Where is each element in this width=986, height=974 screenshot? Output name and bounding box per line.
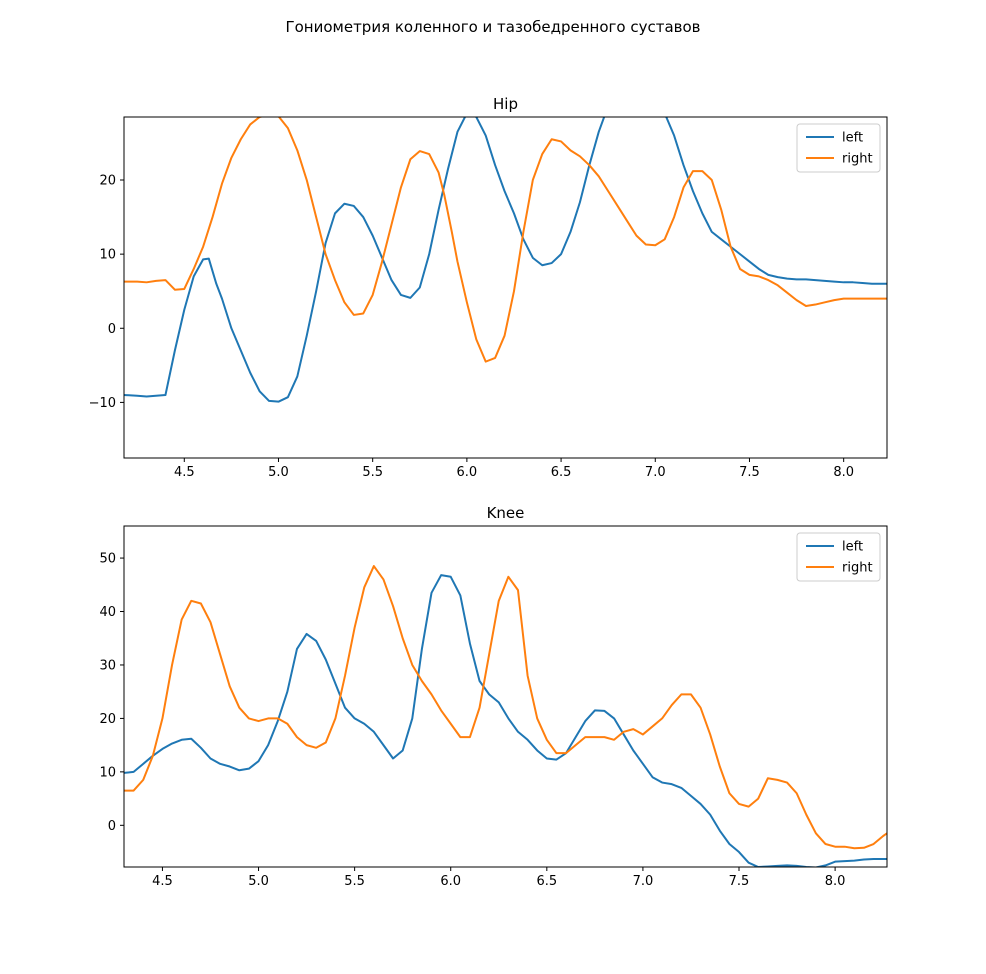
knee-xtick-label: 6.0 <box>440 874 461 889</box>
knee-legend-label-left: left <box>842 540 863 555</box>
knee-ytick-label: 10 <box>99 765 116 780</box>
knee-series-right-line <box>124 565 887 850</box>
hip-xtick-label: 5.5 <box>362 465 383 480</box>
knee-ytick-label: 20 <box>99 712 116 727</box>
knee-xtick-label: 5.0 <box>248 874 269 889</box>
knee-legend-label-right: right <box>842 561 873 576</box>
knee-axes-frame <box>123 525 888 868</box>
hip-legend: left right <box>796 123 881 173</box>
hip-axes: Hip 4.5 5.0 5.5 6.0 6.5 7.0 7.5 8.0 −10 0 10 20 left r… <box>89 95 888 480</box>
hip-series-right-line <box>124 117 887 363</box>
knee-series-left-line <box>124 574 887 867</box>
hip-ytick-label: −10 <box>89 396 116 411</box>
hip-title: Hip <box>493 95 518 113</box>
knee-ytick-label: 0 <box>108 819 116 834</box>
knee-xtick-label: 4.5 <box>152 874 173 889</box>
knee-ytick-label: 40 <box>99 605 116 620</box>
hip-xtick-label: 7.5 <box>739 465 760 480</box>
hip-xtick-label: 5.0 <box>268 465 289 480</box>
hip-xtick-label: 8.0 <box>833 465 854 480</box>
hip-xtick-label: 6.0 <box>457 465 478 480</box>
knee-legend: left right <box>796 532 881 582</box>
hip-ytick-label: 20 <box>99 174 116 189</box>
hip-xtick-label: 7.0 <box>645 465 666 480</box>
knee-xtick-label: 8.0 <box>825 874 846 889</box>
hip-legend-label-left: left <box>842 131 863 146</box>
figure-suptitle: Гониометрия коленного и тазобедренного с… <box>285 18 701 36</box>
hip-ytick-label: 10 <box>99 248 116 263</box>
knee-xtick-label: 7.0 <box>633 874 654 889</box>
knee-ytick-label: 50 <box>99 552 116 567</box>
knee-ytick-label: 30 <box>99 658 116 673</box>
hip-ytick-label: 0 <box>108 322 116 337</box>
knee-title: Knee <box>487 504 525 522</box>
knee-axes: Knee 4.5 5.0 5.5 6.0 6.5 7.0 7.5 8.0 0 10 20 30 40 50 l… <box>99 504 888 889</box>
hip-xtick-label: 4.5 <box>174 465 195 480</box>
knee-xtick-label: 7.5 <box>729 874 750 889</box>
knee-xtick-label: 5.5 <box>344 874 365 889</box>
hip-axes-frame <box>123 116 888 459</box>
hip-legend-label-right: right <box>842 152 873 167</box>
hip-xtick-label: 6.5 <box>551 465 572 480</box>
knee-xtick-label: 6.5 <box>536 874 557 889</box>
hip-series-left-line <box>124 117 887 403</box>
